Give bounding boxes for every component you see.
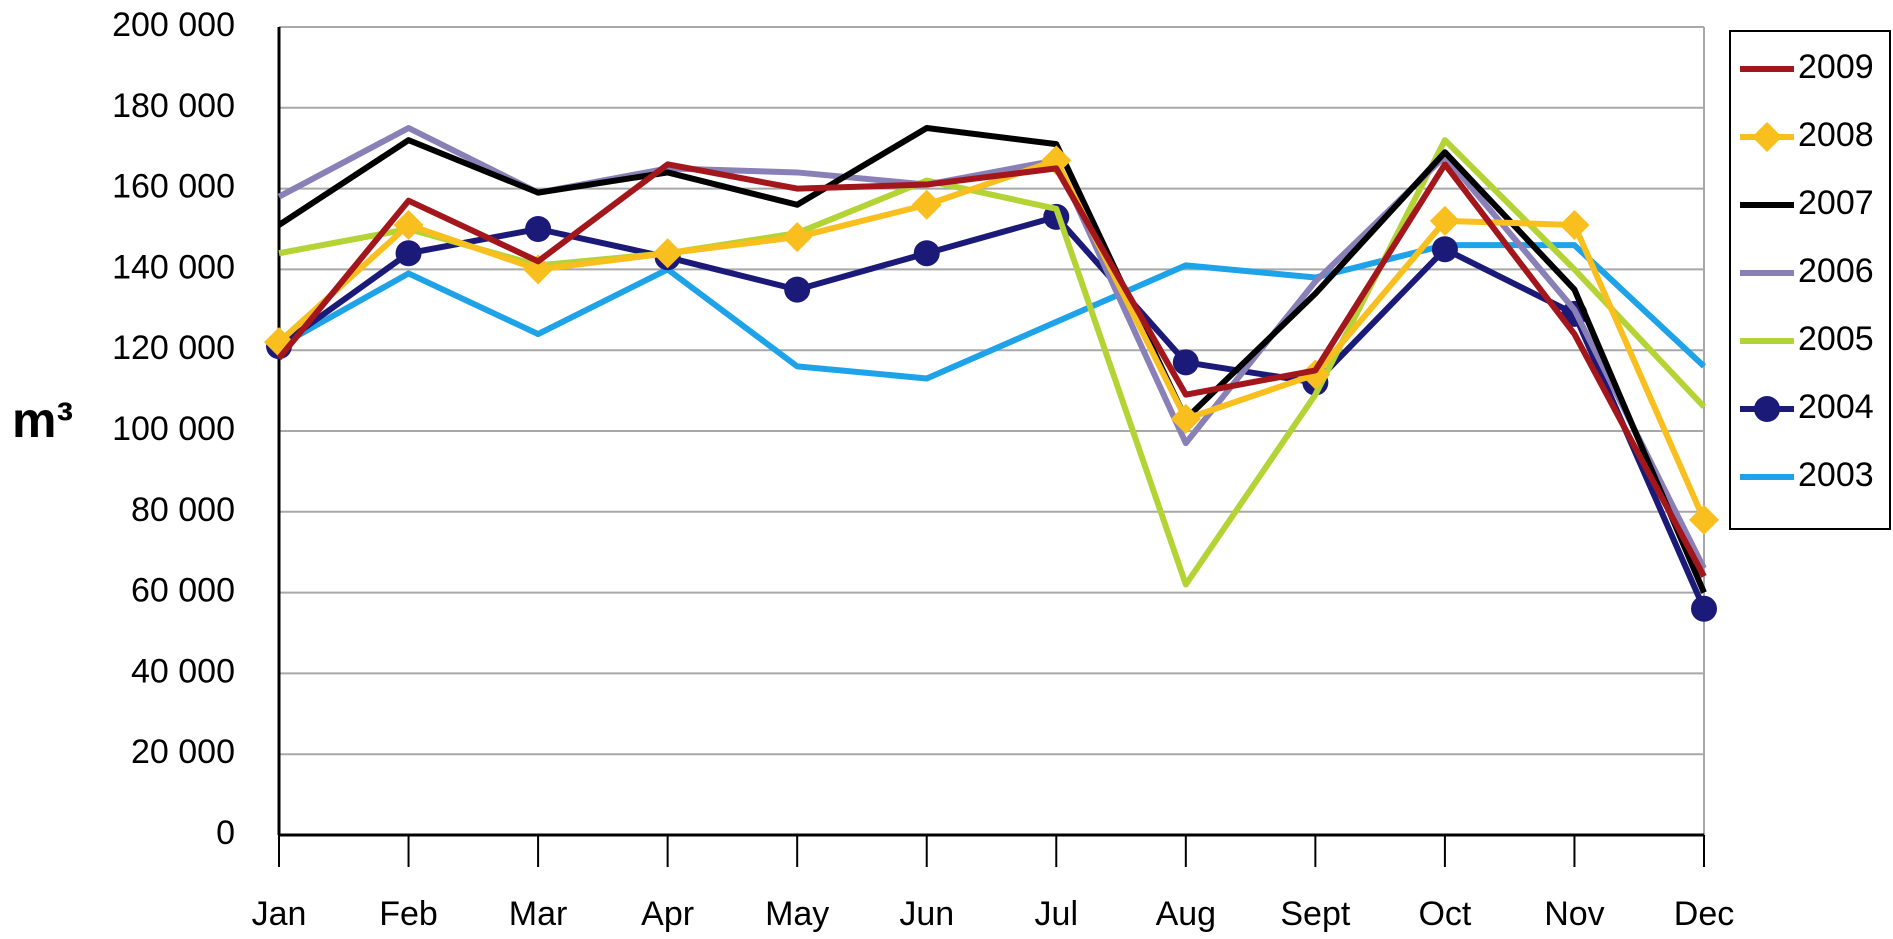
x-tick-label: Jul xyxy=(1035,895,1078,933)
x-tick-label: Jun xyxy=(899,895,954,933)
x-tick-label: Jan xyxy=(252,895,307,933)
y-tick-label: 20 000 xyxy=(131,733,235,771)
y-tick-label: 100 000 xyxy=(112,410,235,448)
legend-label: 2007 xyxy=(1798,184,1874,222)
x-tick-label: Apr xyxy=(641,895,694,933)
legend-label: 2006 xyxy=(1798,252,1874,290)
legend-marker xyxy=(1752,122,1782,152)
x-tick-label: Feb xyxy=(379,895,438,933)
data-point xyxy=(652,238,683,269)
y-tick-label: 160 000 xyxy=(112,168,235,206)
x-tick-label: May xyxy=(765,895,829,933)
y-tick-label: 40 000 xyxy=(131,652,235,690)
data-point xyxy=(1172,349,1199,376)
y-tick-label: 80 000 xyxy=(131,491,235,529)
x-tick-label: Sept xyxy=(1280,895,1350,933)
y-tick-label: 140 000 xyxy=(112,248,235,286)
data-point xyxy=(395,240,422,267)
series-line xyxy=(277,242,1707,382)
data-point xyxy=(1431,236,1458,263)
data-point xyxy=(784,276,811,303)
x-tick-label: Mar xyxy=(509,895,568,933)
data-point xyxy=(1429,205,1460,236)
legend-label: 2005 xyxy=(1798,320,1874,358)
series-line xyxy=(276,157,1707,522)
data-point xyxy=(1691,595,1717,622)
x-tick-label: Aug xyxy=(1156,895,1217,933)
data-point xyxy=(913,240,940,267)
series-line xyxy=(277,213,1707,610)
legend-label: 2004 xyxy=(1798,388,1874,426)
legend-label: 2003 xyxy=(1798,456,1874,494)
data-point xyxy=(1689,504,1719,535)
data-point xyxy=(782,222,813,253)
legend-label: 2008 xyxy=(1798,116,1874,154)
x-tick-label: Dec xyxy=(1674,895,1734,933)
legend-label: 2009 xyxy=(1798,48,1874,86)
data-point xyxy=(1300,359,1331,390)
data-point xyxy=(393,209,424,240)
y-tick-label: 200 000 xyxy=(112,6,235,44)
series-line xyxy=(277,125,1707,594)
y-tick-label: 120 000 xyxy=(112,329,235,367)
legend-marker xyxy=(1754,396,1780,422)
data-point xyxy=(523,254,554,285)
data-point xyxy=(1559,209,1590,240)
y-tick-label: 180 000 xyxy=(112,87,235,125)
y-axis-label: m³ xyxy=(12,392,73,448)
legend-box xyxy=(1729,30,1891,530)
y-tick-label: 0 xyxy=(216,814,235,852)
data-point xyxy=(525,216,552,242)
y-tick-label: 60 000 xyxy=(131,572,235,610)
x-tick-label: Nov xyxy=(1544,895,1604,933)
data-point xyxy=(911,189,942,220)
data-point xyxy=(1170,403,1201,434)
x-tick-label: Oct xyxy=(1418,895,1471,933)
series-line xyxy=(276,161,1707,578)
